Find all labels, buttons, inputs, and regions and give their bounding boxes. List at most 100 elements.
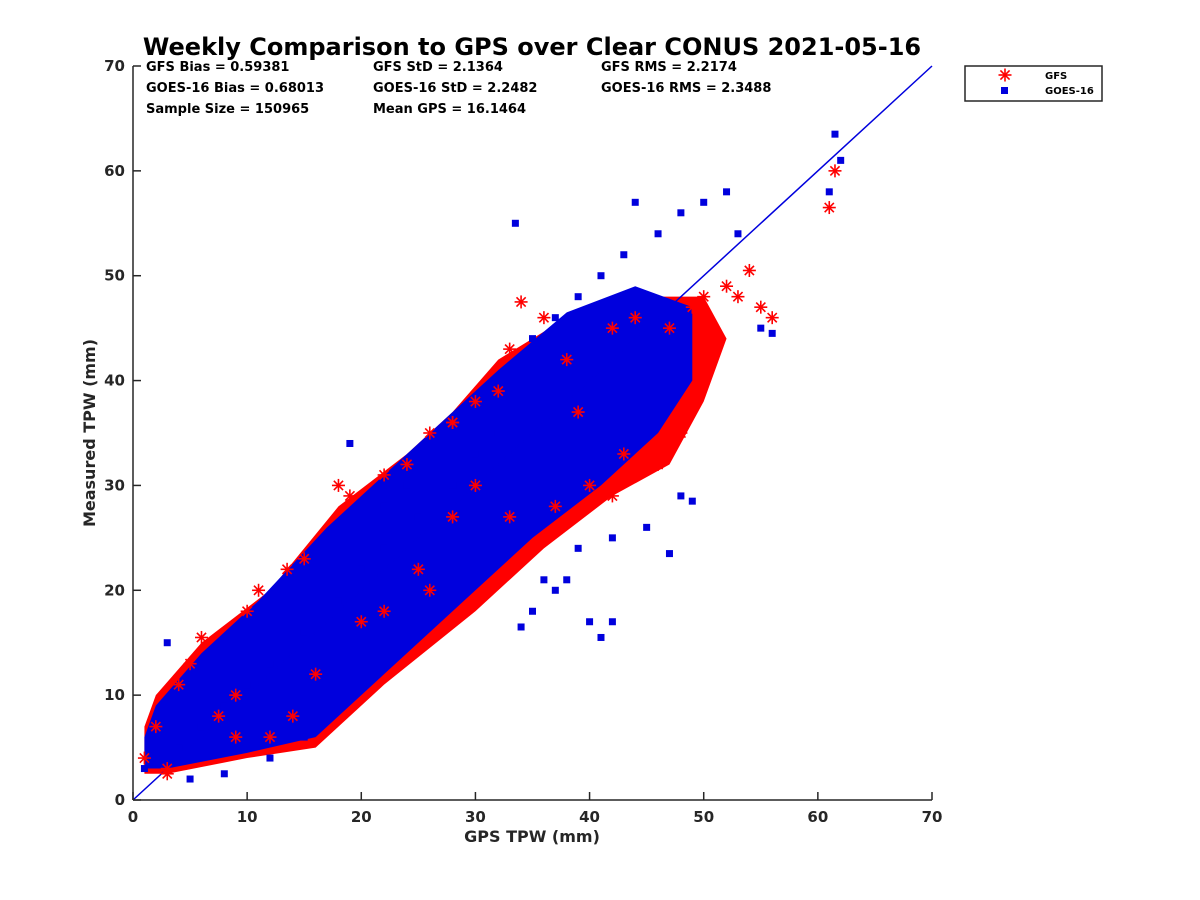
legend: GFS GOES-16 bbox=[964, 65, 1103, 102]
gfs-point bbox=[149, 720, 163, 734]
gfs-point bbox=[212, 709, 226, 723]
legend-goes-square-icon bbox=[1001, 87, 1008, 94]
goes16-point bbox=[529, 335, 536, 343]
goes16-point bbox=[608, 534, 616, 542]
stat-mean-gps: Mean GPS = 16.1464 bbox=[373, 102, 526, 117]
goes16-point bbox=[511, 219, 519, 227]
stat-gfs-std: GFS StD = 2.1364 bbox=[373, 60, 503, 75]
stat-gfs-rms: GFS RMS = 2.2174 bbox=[601, 60, 737, 75]
y-tick-label: 60 bbox=[104, 162, 125, 180]
gfs-point bbox=[263, 730, 277, 744]
goes16-point bbox=[175, 744, 183, 752]
gfs-point bbox=[229, 730, 243, 744]
gfs-point bbox=[446, 510, 460, 524]
gfs-point bbox=[628, 311, 642, 325]
gfs-point bbox=[765, 311, 779, 325]
gfs-point bbox=[172, 678, 186, 692]
goes16-point bbox=[700, 198, 708, 206]
gfs-point bbox=[423, 426, 437, 440]
gfs-point bbox=[240, 604, 254, 618]
goes16-point bbox=[300, 628, 308, 636]
goes16-point bbox=[665, 550, 673, 558]
plot-area bbox=[132, 65, 933, 801]
goes16-point bbox=[152, 754, 160, 762]
gfs-point bbox=[446, 416, 460, 430]
gfs-point bbox=[252, 583, 266, 597]
gfs-point bbox=[331, 478, 345, 492]
y-tick-label: 70 bbox=[104, 57, 125, 75]
gfs-point bbox=[468, 478, 482, 492]
gfs-point bbox=[503, 510, 517, 524]
gfs-point bbox=[137, 751, 151, 765]
gfs-point bbox=[697, 290, 711, 304]
goes16-point bbox=[140, 765, 148, 773]
x-axis-label: GPS TPW (mm) bbox=[464, 827, 600, 846]
gfs-point bbox=[194, 630, 208, 644]
gfs-point bbox=[309, 667, 323, 681]
goes16-point bbox=[654, 230, 662, 238]
axes: 0 10 20 30 40 50 60 70 0 10 20 30 40 50 60 70 bbox=[104, 57, 942, 826]
x-tick-label: 20 bbox=[351, 808, 372, 826]
goes16-point bbox=[197, 723, 205, 731]
gfs-point bbox=[674, 426, 688, 440]
goes16-point bbox=[414, 513, 422, 521]
gfs-point bbox=[514, 295, 528, 309]
goes16-point bbox=[586, 618, 594, 626]
goes16-point bbox=[243, 681, 251, 689]
gfs-point bbox=[297, 552, 311, 566]
goes16-point bbox=[631, 198, 639, 206]
gfs-point bbox=[229, 688, 243, 702]
gfs-point bbox=[537, 311, 551, 325]
stat-sample-size: Sample Size = 150965 bbox=[146, 102, 309, 117]
legend-gfs-asterisk-icon bbox=[998, 68, 1012, 82]
gfs-point bbox=[822, 201, 836, 215]
goes16-point bbox=[597, 633, 605, 641]
gfs-point bbox=[286, 709, 300, 723]
stat-goes-bias: GOES-16 Bias = 0.68013 bbox=[146, 81, 324, 96]
goes16-point bbox=[620, 251, 628, 259]
x-tick-label: 30 bbox=[465, 808, 486, 826]
goes16-point bbox=[540, 576, 548, 584]
goes16-point bbox=[403, 481, 411, 489]
goes16-point bbox=[837, 156, 845, 164]
goes16-point bbox=[734, 230, 742, 238]
legend-asterisk bbox=[998, 68, 1012, 82]
legend-label-goes16: GOES-16 bbox=[1045, 86, 1094, 97]
goes16-point bbox=[163, 639, 171, 647]
goes16-point bbox=[494, 429, 502, 437]
x-tick-label: 10 bbox=[237, 808, 258, 826]
goes16-point bbox=[688, 497, 696, 505]
gfs-point bbox=[571, 405, 585, 419]
gfs-point bbox=[526, 541, 539, 555]
x-tick-label: 60 bbox=[807, 808, 828, 826]
goes16-point bbox=[551, 314, 559, 322]
y-tick-label: 50 bbox=[104, 267, 125, 285]
gfs-point bbox=[160, 767, 174, 781]
gfs-point bbox=[548, 499, 562, 513]
goes16-point bbox=[266, 754, 274, 762]
goes16-point bbox=[380, 544, 388, 552]
goes16-point bbox=[529, 607, 536, 615]
goes16-point bbox=[825, 188, 833, 196]
legend-box bbox=[964, 65, 1103, 102]
legend-label-gfs: GFS bbox=[1045, 71, 1067, 82]
goes16-point bbox=[643, 523, 651, 531]
gfs-point bbox=[583, 478, 597, 492]
goes16-point bbox=[608, 618, 616, 626]
gfs-point bbox=[377, 468, 391, 482]
gfs-point bbox=[685, 300, 699, 314]
goes16-point bbox=[380, 502, 388, 510]
chart-title: Weekly Comparison to GPS over Clear CONU… bbox=[143, 33, 921, 61]
x-tick-label: 40 bbox=[579, 808, 600, 826]
y-tick-label: 30 bbox=[104, 476, 125, 494]
gfs-point bbox=[731, 290, 745, 304]
gfs-point bbox=[377, 604, 391, 618]
goes16-point bbox=[574, 293, 582, 301]
x-tick-label: 0 bbox=[128, 808, 138, 826]
gfs-point bbox=[720, 279, 734, 293]
goes16-point bbox=[551, 586, 559, 594]
y-tick-label: 40 bbox=[104, 372, 125, 390]
goes16-point bbox=[563, 576, 571, 584]
x-tick-label: 50 bbox=[693, 808, 714, 826]
